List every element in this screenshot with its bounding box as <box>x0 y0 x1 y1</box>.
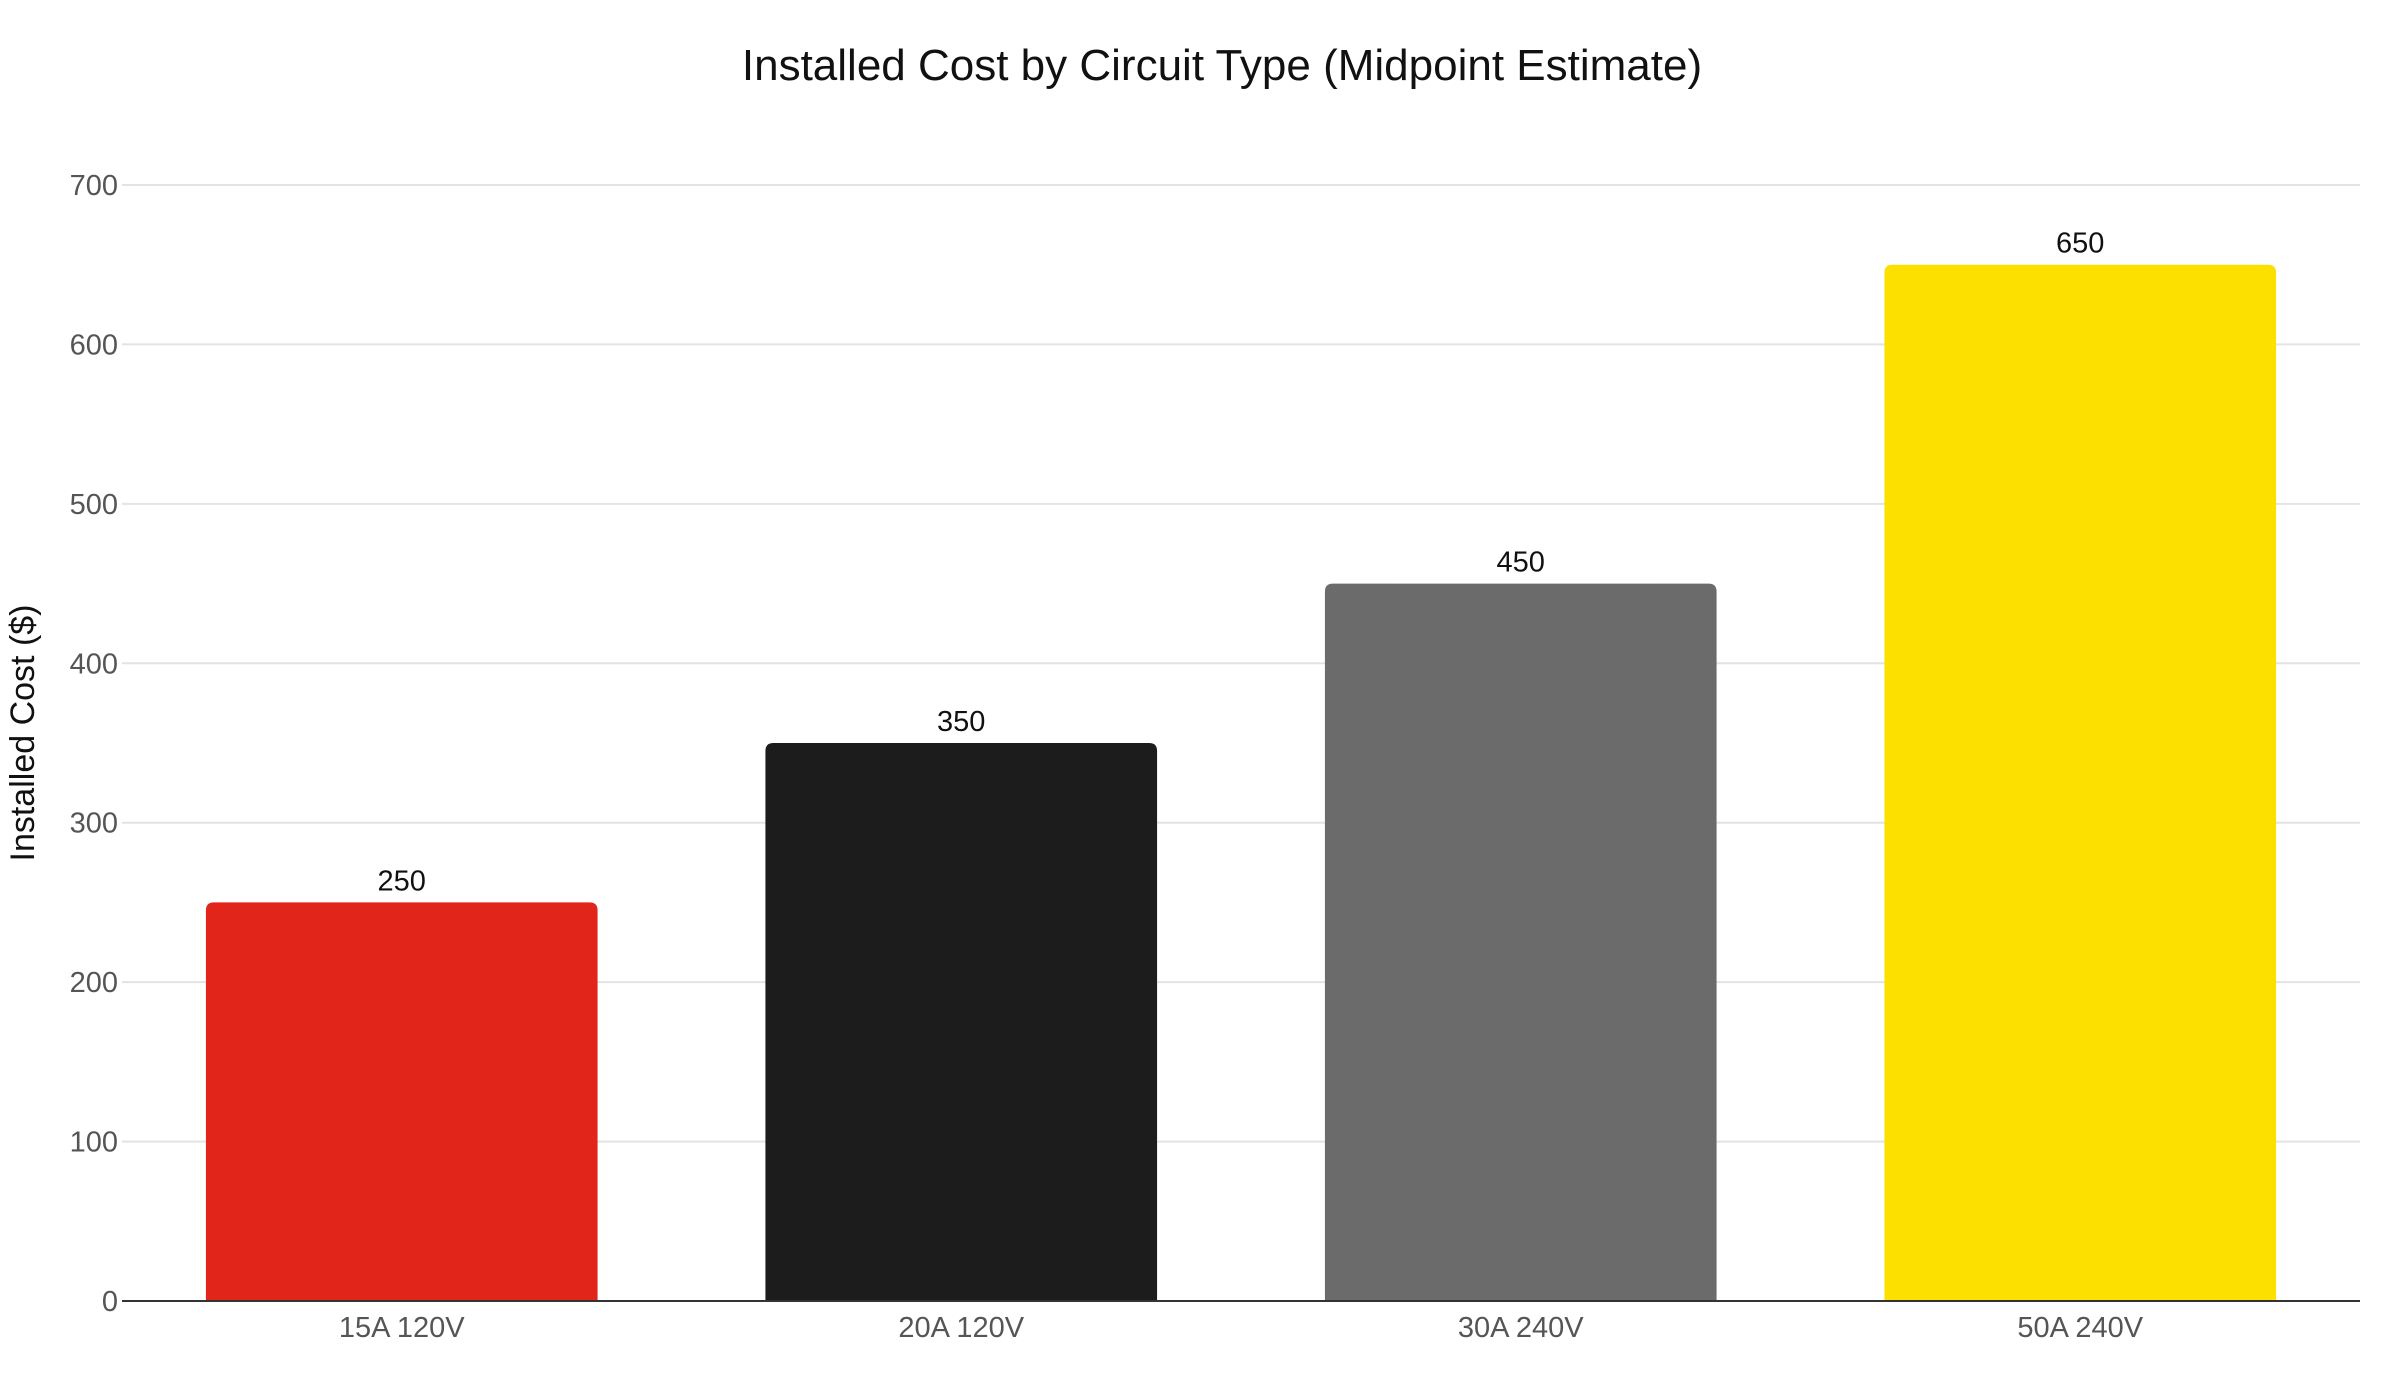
x-tick-label: 15A 120V <box>339 1312 465 1344</box>
chart-title: Installed Cost by Circuit Type (Midpoint… <box>742 41 1702 90</box>
y-tick-label: 0 <box>102 1286 118 1318</box>
bar <box>765 743 1158 1301</box>
bar <box>1324 583 1717 1301</box>
y-axis-ticks: 0 100 200 300 400 500 600 700 <box>70 170 118 1318</box>
y-tick-label: 700 <box>70 170 118 202</box>
data-labels: 250 350 450 650 <box>378 228 2105 898</box>
x-tick-label: 50A 240V <box>2017 1312 2143 1344</box>
y-tick-label: 500 <box>70 489 118 521</box>
data-label: 650 <box>2056 228 2104 260</box>
x-tick-label: 20A 120V <box>898 1312 1024 1344</box>
bar <box>1884 264 2277 1301</box>
x-axis-ticks: 15A 120V 20A 120V 30A 240V 50A 240V <box>339 1312 2144 1344</box>
data-label: 350 <box>937 706 985 738</box>
y-axis-label: Installed Cost ($) <box>4 605 42 862</box>
y-tick-label: 200 <box>70 967 118 999</box>
y-tick-label: 600 <box>70 329 118 361</box>
y-tick-label: 100 <box>70 1127 118 1159</box>
x-tick-label: 30A 240V <box>1458 1312 1584 1344</box>
bars <box>205 264 2277 1301</box>
y-tick-label: 300 <box>70 808 118 840</box>
data-label: 450 <box>1497 547 1545 579</box>
data-label: 250 <box>378 865 426 897</box>
bar <box>205 902 598 1301</box>
y-tick-label: 400 <box>70 648 118 680</box>
